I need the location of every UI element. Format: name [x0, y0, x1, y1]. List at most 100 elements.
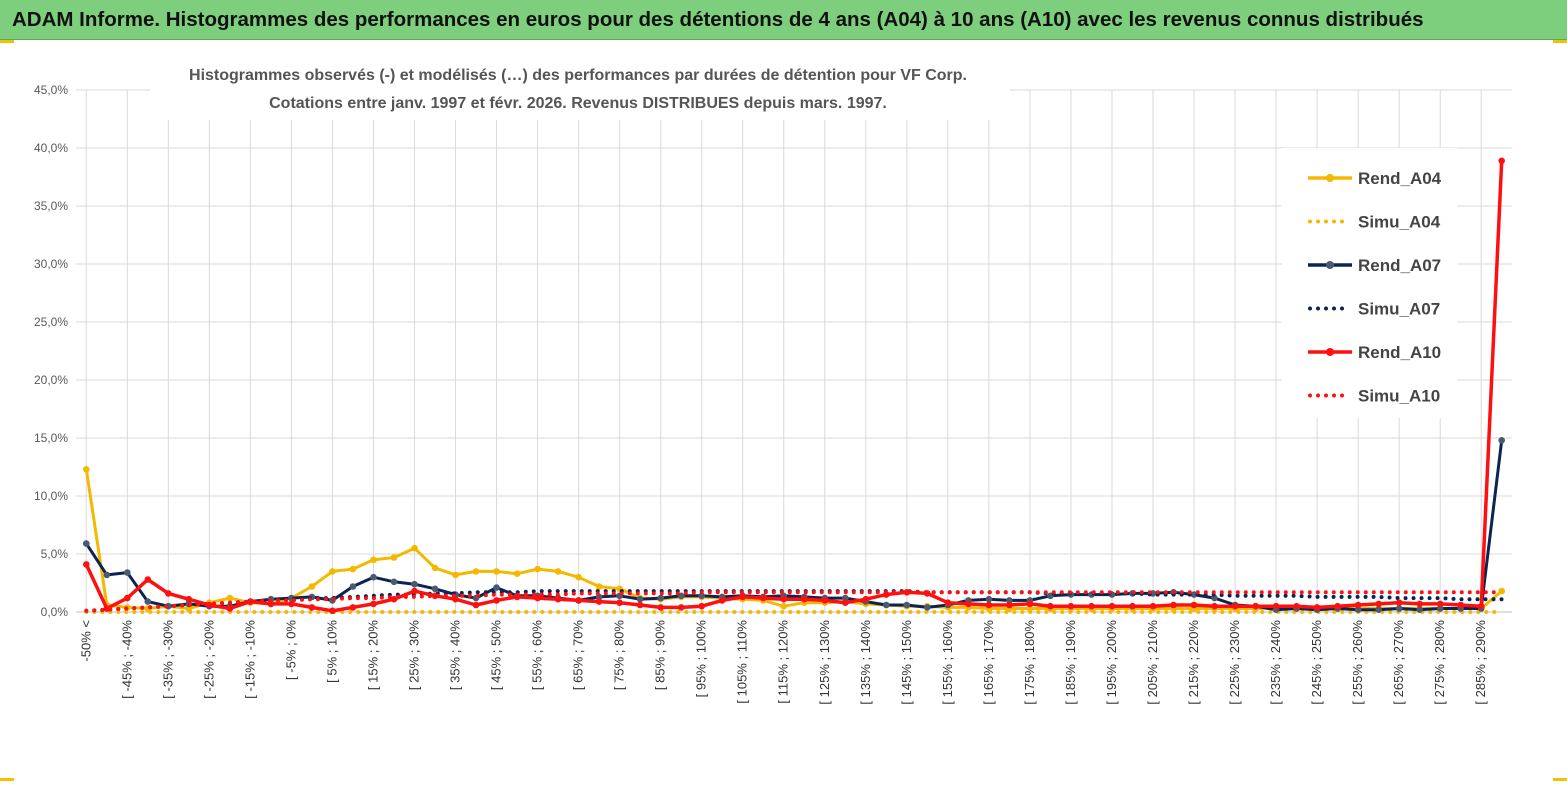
x-tick-label: [ 85% ; 90% [653, 620, 668, 691]
data-point-rend-a10 [1375, 600, 1382, 608]
data-point-rend-a04 [1498, 587, 1505, 595]
data-point-rend-a07 [144, 598, 152, 605]
data-point-rend-a10 [1334, 602, 1341, 610]
data-point-rend-a10 [349, 604, 357, 611]
data-point-rend-a10 [1108, 602, 1116, 610]
y-tick-label: 5,0% [41, 547, 69, 561]
y-tick-label: 30,0% [34, 257, 68, 271]
x-tick-label: [ 245% ; 250% [1309, 620, 1324, 705]
data-point-rend-a10 [1026, 600, 1034, 608]
series-rend-a04 [83, 466, 1505, 612]
legend-label-simu-a07: Simu_A07 [1358, 300, 1440, 319]
data-point-rend-a10 [739, 593, 746, 601]
data-point-rend-a07 [883, 601, 890, 609]
data-point-rend-a04 [83, 466, 90, 473]
data-point-rend-a10 [226, 605, 234, 612]
data-point-rend-a04 [780, 602, 787, 610]
data-point-rend-a10 [801, 595, 808, 603]
data-point-rend-a07 [103, 571, 111, 579]
data-point-rend-a10 [677, 604, 685, 611]
data-point-rend-a10 [1231, 602, 1239, 610]
y-tick-label: 15,0% [34, 431, 68, 445]
x-tick-label: [ 145% ; 150% [899, 620, 914, 705]
corner-mark-top-right [1553, 40, 1567, 43]
x-tick-label: [ 155% ; 160% [940, 620, 955, 705]
data-point-rend-a10 [985, 601, 993, 609]
data-point-rend-a07 [124, 569, 131, 576]
x-tick-label: -50% < [78, 620, 93, 662]
data-point-rend-a10 [1457, 601, 1464, 609]
x-tick-label: [ 65% ; 70% [571, 620, 586, 691]
data-point-rend-a10 [308, 604, 316, 611]
legend-label-rend-a07: Rend_A07 [1358, 256, 1441, 275]
data-point-rend-a10 [329, 607, 336, 615]
data-point-rend-a04 [595, 583, 603, 590]
data-point-rend-a10 [595, 598, 603, 605]
x-tick-label: [ 175% ; 180% [1022, 620, 1037, 705]
x-tick-label: [ 35% ; 40% [448, 620, 463, 691]
data-point-rend-a07 [493, 584, 500, 591]
corner-mark-bottom-left [0, 778, 14, 781]
data-point-rend-a07 [390, 578, 398, 586]
data-point-rend-a07 [1006, 597, 1013, 604]
x-tick-label: [ 55% ; 60% [530, 620, 545, 691]
data-point-rend-a10 [1498, 157, 1505, 165]
data-point-rend-a07 [842, 594, 849, 602]
title-background [150, 60, 1010, 120]
data-point-rend-a07 [924, 604, 931, 611]
data-point-rend-a10 [144, 576, 152, 583]
x-tick-label: [ -35% ; -30% [160, 620, 175, 699]
data-point-rend-a10 [1293, 602, 1300, 610]
data-point-rend-a07 [698, 592, 705, 600]
x-tick-label: [ 25% ; 30% [406, 620, 421, 691]
data-point-rend-a07 [411, 580, 418, 588]
data-point-rend-a10 [1190, 601, 1198, 609]
series-rend-a07 [83, 437, 1505, 613]
data-point-rend-a07 [349, 583, 357, 590]
banner-title: ADAM Informe. Histogrammes des performan… [0, 0, 1567, 40]
data-point-rend-a10 [657, 604, 664, 611]
data-point-rend-a07 [431, 585, 439, 593]
data-point-rend-a04 [513, 570, 521, 577]
x-tick-label: [ 195% ; 200% [1104, 620, 1119, 705]
data-point-rend-a07 [1395, 605, 1403, 612]
data-point-rend-a07 [636, 595, 644, 603]
data-point-rend-a07 [1498, 437, 1505, 444]
x-tick-label: [ -25% ; -20% [201, 620, 216, 699]
data-point-rend-a04 [1026, 605, 1034, 612]
x-tick-label: [ 205% ; 210% [1145, 620, 1160, 705]
data-point-rend-a10 [1211, 602, 1218, 610]
x-tick-label: [ 95% ; 100% [694, 620, 709, 698]
data-point-rend-a10 [1436, 600, 1444, 608]
series-line-rend-a10 [84, 160, 1504, 613]
x-tick-label: [ 285% ; 290% [1473, 620, 1488, 705]
x-tick-label: [ 135% ; 140% [858, 620, 873, 705]
data-point-rend-a10 [718, 597, 726, 604]
legend-label-simu-a10: Simu_A10 [1358, 387, 1440, 406]
data-point-rend-a10 [698, 602, 705, 610]
data-point-rend-a10 [247, 598, 254, 605]
data-point-rend-a10 [636, 601, 644, 609]
data-point-rend-a10 [1047, 602, 1054, 610]
data-point-rend-a10 [575, 597, 582, 604]
data-point-rend-a10 [1354, 601, 1362, 609]
data-point-rend-a04 [226, 594, 234, 602]
data-point-rend-a04 [431, 564, 439, 572]
legend: Rend_A04 Simu_A04 Rend_A07 Simu_A07 Rend_A10… [1282, 148, 1457, 418]
data-point-rend-a10 [944, 599, 952, 606]
data-point-rend-a04 [390, 554, 398, 561]
data-point-rend-a10 [1170, 601, 1177, 609]
y-tick-label: 20,0% [34, 373, 68, 387]
x-tick-label: [ 225% ; 230% [1227, 620, 1242, 705]
y-tick-label: 10,0% [34, 489, 68, 503]
data-point-rend-a10 [390, 595, 398, 603]
y-tick-label: 40,0% [34, 141, 68, 155]
data-point-rend-a07 [1436, 605, 1444, 612]
data-point-rend-a07 [1190, 591, 1198, 598]
data-point-rend-a04 [554, 568, 562, 575]
data-point-rend-a07 [370, 573, 377, 581]
x-tick-label: [ 105% ; 110% [735, 620, 750, 704]
legend-background [1282, 148, 1457, 418]
data-point-rend-a10 [759, 594, 767, 602]
